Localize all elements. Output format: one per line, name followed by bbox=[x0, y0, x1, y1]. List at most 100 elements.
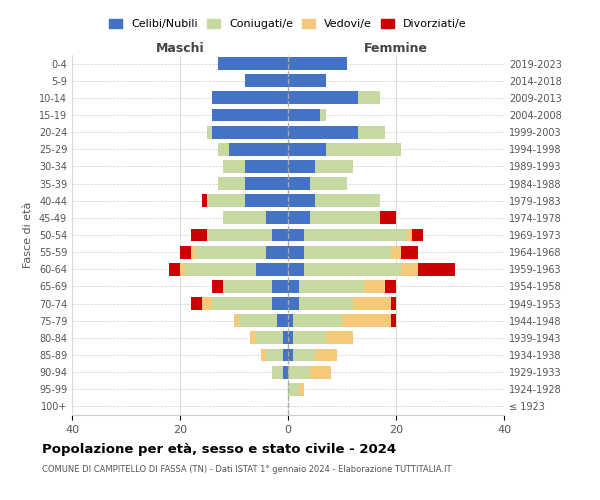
Bar bbox=[272, 280, 288, 293]
Bar bbox=[364, 280, 385, 293]
Bar bbox=[293, 348, 315, 362]
Bar bbox=[283, 332, 288, 344]
Text: Femmine: Femmine bbox=[364, 42, 428, 55]
Bar bbox=[288, 314, 293, 327]
Bar bbox=[299, 383, 304, 396]
Bar bbox=[288, 143, 326, 156]
Bar bbox=[250, 332, 256, 344]
Bar bbox=[407, 228, 412, 241]
Bar bbox=[261, 348, 266, 362]
Bar bbox=[288, 92, 358, 104]
Bar bbox=[310, 177, 347, 190]
Bar bbox=[185, 263, 256, 276]
Bar bbox=[288, 280, 299, 293]
Bar bbox=[315, 160, 353, 173]
Bar bbox=[212, 126, 288, 138]
Bar bbox=[353, 297, 391, 310]
Bar bbox=[304, 263, 401, 276]
Bar bbox=[245, 177, 288, 190]
Text: Maschi: Maschi bbox=[155, 42, 205, 55]
Bar bbox=[288, 57, 347, 70]
Bar bbox=[418, 263, 455, 276]
Bar bbox=[288, 246, 304, 258]
Bar bbox=[310, 366, 331, 378]
Bar bbox=[315, 194, 380, 207]
Bar bbox=[299, 280, 364, 293]
Bar bbox=[288, 228, 304, 241]
Bar bbox=[401, 246, 418, 258]
Bar bbox=[288, 348, 293, 362]
Bar bbox=[180, 263, 185, 276]
Bar bbox=[391, 297, 396, 310]
Bar bbox=[180, 246, 191, 258]
Bar bbox=[223, 160, 245, 173]
Bar bbox=[245, 160, 288, 173]
Bar bbox=[212, 92, 288, 104]
Bar bbox=[191, 228, 207, 241]
Bar bbox=[401, 263, 418, 276]
Bar bbox=[391, 314, 396, 327]
Bar bbox=[218, 143, 229, 156]
Bar bbox=[326, 332, 353, 344]
Bar bbox=[212, 280, 223, 293]
Bar bbox=[239, 314, 277, 327]
Bar bbox=[288, 74, 326, 87]
Bar bbox=[304, 228, 407, 241]
Bar bbox=[320, 108, 326, 122]
Bar bbox=[272, 228, 288, 241]
Bar bbox=[283, 348, 288, 362]
Bar bbox=[272, 297, 288, 310]
Bar bbox=[218, 177, 245, 190]
Bar bbox=[304, 246, 391, 258]
Bar bbox=[299, 297, 353, 310]
Bar bbox=[391, 246, 401, 258]
Bar bbox=[412, 228, 423, 241]
Bar bbox=[266, 246, 288, 258]
Bar bbox=[234, 314, 239, 327]
Bar bbox=[288, 177, 310, 190]
Bar bbox=[288, 108, 320, 122]
Bar bbox=[229, 143, 288, 156]
Bar bbox=[283, 366, 288, 378]
Bar bbox=[207, 194, 245, 207]
Bar bbox=[358, 92, 380, 104]
Bar bbox=[293, 314, 342, 327]
Bar bbox=[202, 194, 207, 207]
Bar bbox=[266, 348, 283, 362]
Bar bbox=[272, 366, 283, 378]
Bar bbox=[288, 160, 315, 173]
Bar bbox=[245, 74, 288, 87]
Bar bbox=[288, 263, 304, 276]
Bar bbox=[202, 297, 212, 310]
Bar bbox=[342, 314, 391, 327]
Bar bbox=[196, 246, 266, 258]
Y-axis label: Fasce di età: Fasce di età bbox=[23, 202, 33, 268]
Text: COMUNE DI CAMPITELLO DI FASSA (TN) - Dati ISTAT 1° gennaio 2024 - Elaborazione T: COMUNE DI CAMPITELLO DI FASSA (TN) - Dat… bbox=[42, 466, 452, 474]
Bar bbox=[288, 297, 299, 310]
Bar bbox=[223, 212, 266, 224]
Bar bbox=[310, 212, 380, 224]
Bar bbox=[266, 212, 288, 224]
Bar bbox=[385, 280, 396, 293]
Bar bbox=[358, 126, 385, 138]
Bar bbox=[191, 246, 196, 258]
Bar bbox=[326, 143, 401, 156]
Bar bbox=[288, 332, 293, 344]
Bar bbox=[288, 194, 315, 207]
Bar bbox=[256, 263, 288, 276]
Bar bbox=[207, 126, 212, 138]
Bar bbox=[191, 297, 202, 310]
Bar bbox=[288, 212, 310, 224]
Bar bbox=[212, 108, 288, 122]
Bar bbox=[288, 126, 358, 138]
Bar bbox=[207, 228, 272, 241]
Bar bbox=[212, 297, 272, 310]
Bar bbox=[223, 280, 272, 293]
Legend: Celibi/Nubili, Coniugati/e, Vedovi/e, Divorziati/e: Celibi/Nubili, Coniugati/e, Vedovi/e, Di… bbox=[106, 16, 470, 32]
Bar bbox=[288, 366, 310, 378]
Bar bbox=[380, 212, 396, 224]
Bar bbox=[169, 263, 180, 276]
Bar bbox=[256, 332, 283, 344]
Bar bbox=[315, 348, 337, 362]
Bar bbox=[218, 57, 288, 70]
